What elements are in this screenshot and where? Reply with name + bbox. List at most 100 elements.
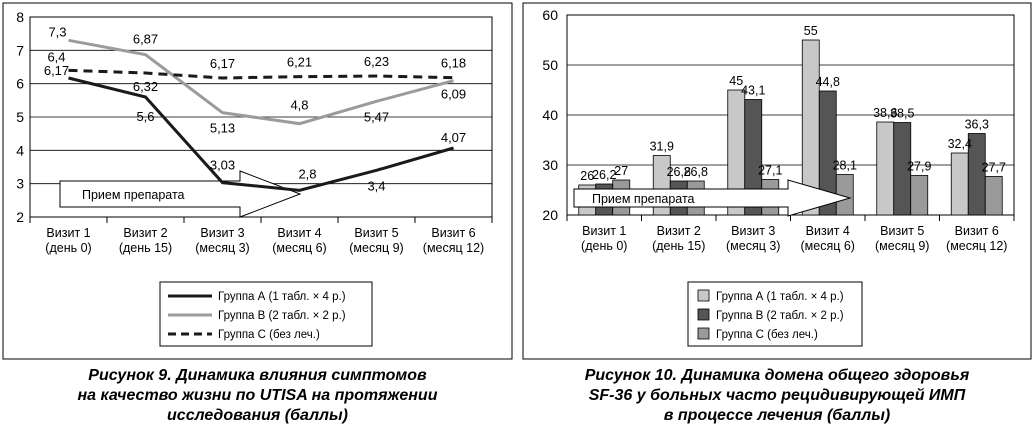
data-label: 26,8 [684, 165, 708, 179]
data-label: 6,4 [47, 49, 65, 64]
treatment-arrow [573, 179, 852, 217]
data-label: 38,6 [873, 106, 897, 120]
legend-label: Группа С (без леч.) [716, 329, 818, 341]
x-tick-label: (месяц 12) [423, 241, 484, 255]
data-label: 27,7 [982, 161, 1006, 175]
data-label: 27 [614, 164, 628, 178]
data-label: 6,23 [364, 54, 389, 69]
x-tick-label: Визит 1 [582, 224, 626, 238]
data-label: 6,17 [210, 56, 235, 71]
x-tick-label: Визит 5 [880, 224, 924, 238]
data-label: 38,5 [890, 107, 914, 121]
y-tick-label: 4 [16, 142, 24, 158]
y-tick-label: 40 [542, 107, 558, 123]
x-tick-label: Визит 6 [955, 224, 999, 238]
data-label: 4,8 [290, 98, 308, 113]
x-tick-label: (месяц 6) [801, 239, 855, 253]
x-tick-label: Визит 6 [431, 226, 475, 240]
y-tick-label: 5 [16, 109, 24, 125]
x-tick-label: (месяц 3) [726, 239, 780, 253]
data-label: 6,87 [133, 32, 158, 47]
data-label: 3,4 [367, 178, 385, 193]
legend-label: Группа А (1 табл. × 4 р.) [218, 291, 346, 303]
bar [950, 152, 969, 216]
data-label: 28,1 [833, 159, 857, 173]
x-tick-label: Визит 4 [277, 226, 321, 240]
x-tick-label: Визит 5 [354, 226, 398, 240]
series-line [68, 68, 454, 80]
caption-line: SF-36 у больных часто рецидивирующей ИМП [588, 387, 966, 404]
figure-9: 2 3 4 5 6 7 8 Визит 1 (день 0) Визит 2 (день 15) Ви… [0, 0, 515, 430]
data-label: 31,9 [650, 140, 674, 154]
x-tick-label: (день 0) [45, 241, 91, 255]
series-line [68, 76, 454, 192]
y-tick-label: 20 [542, 207, 558, 223]
x-tick-label: Визит 3 [200, 226, 244, 240]
bar [984, 176, 1003, 216]
y-tick-label: 3 [16, 176, 24, 192]
figure-10-caption: Рисунок 10. Динамика домена общего здоро… [520, 366, 1034, 426]
x-tick-label: (месяц 9) [349, 241, 403, 255]
bar [744, 99, 763, 216]
legend-box [687, 281, 863, 347]
x-tick-label: (месяц 3) [195, 241, 249, 255]
y-tick-label: 6 [16, 76, 24, 92]
treatment-arrow-label: Прием препарата [592, 192, 695, 206]
x-tick-label: Визит 3 [731, 224, 775, 238]
y-tick-label: 7 [16, 42, 24, 58]
y-tick-label: 8 [16, 9, 24, 25]
treatment-arrow-label: Прием препарата [82, 188, 185, 202]
legend-label: Группа В (2 табл. × 2 р.) [716, 310, 844, 322]
data-label: 6,32 [133, 79, 158, 94]
chart-frame [522, 2, 1032, 360]
data-label: 43,1 [741, 84, 765, 98]
bar [910, 175, 929, 216]
data-label: 7,3 [48, 24, 66, 39]
legend-swatch [697, 308, 710, 321]
legend-swatch [697, 289, 710, 302]
data-label: 5,6 [136, 109, 154, 124]
legend-label: Группа В (2 табл. × 2 р.) [218, 310, 346, 322]
treatment-arrow [59, 170, 302, 218]
data-label: 5,47 [364, 109, 389, 124]
data-label: 45 [729, 74, 743, 88]
data-label: 55 [804, 24, 818, 38]
data-label: 2,8 [298, 166, 316, 181]
x-tick-label: (день 15) [652, 239, 705, 253]
x-tick-label: (месяц 12) [946, 239, 1007, 253]
x-tick-label: Визит 2 [657, 224, 701, 238]
caption-line: в процессе лечения (баллы) [663, 407, 891, 424]
figure-10: 20 30 40 50 60 Визит 1 (день 0) Визит 2 (день 15… [520, 0, 1034, 430]
data-label: 44,8 [816, 75, 840, 89]
x-tick-label: (день 0) [581, 239, 627, 253]
x-tick-label: (месяц 9) [875, 239, 929, 253]
data-label: 27,1 [758, 164, 782, 178]
data-label: 27,9 [907, 160, 931, 174]
data-label: 32,4 [948, 137, 972, 151]
data-label: 26,8 [667, 165, 691, 179]
legend-swatch [697, 327, 710, 340]
bar-chart-svg: 20 30 40 50 60 Визит 1(день 0) Визит 2(день 15… [522, 2, 1032, 360]
figure-9-caption: Рисунок 9. Динамика влияния симптомов на… [0, 366, 515, 426]
line-chart-svg: 2 3 4 5 6 7 8 Визит 1(день 0) Визит 2(день 15) Ви… [2, 2, 513, 360]
x-tick-label: Визит 4 [806, 224, 850, 238]
legend-label: Группа С (без леч.) [218, 329, 320, 341]
data-label: 26,2 [592, 168, 616, 182]
y-tick-label: 2 [16, 209, 24, 225]
data-label: 4,07 [441, 130, 466, 145]
caption-line: Рисунок 10. Динамика домена общего здоро… [584, 367, 970, 384]
data-label: 26 [580, 169, 594, 183]
bar [967, 133, 986, 216]
y-tick-label: 60 [542, 7, 558, 23]
data-label: 6,17 [44, 63, 69, 78]
bar [893, 122, 912, 216]
x-tick-label: Визит 2 [123, 226, 167, 240]
data-label: 3,03 [210, 158, 235, 173]
caption-line: Рисунок 9. Динамика влияния симптомов [88, 367, 427, 384]
x-tick-label: Визит 1 [46, 226, 90, 240]
x-tick-label: (месяц 6) [272, 241, 326, 255]
data-label: 6,21 [287, 55, 312, 70]
bar [876, 121, 895, 216]
series-line [68, 38, 454, 126]
caption-line: исследования (баллы) [167, 407, 348, 424]
